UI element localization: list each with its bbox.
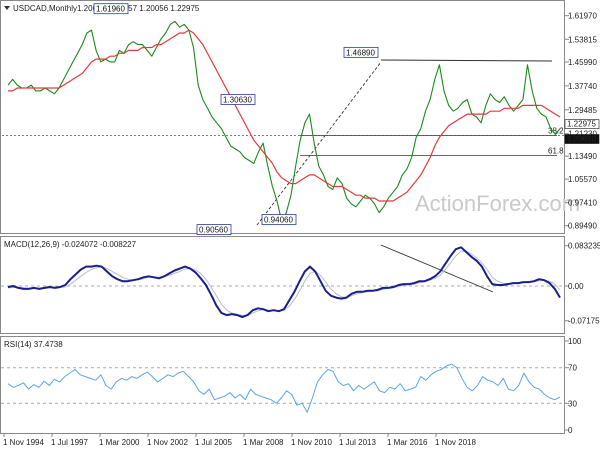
x-tick-label: 1 Jul 2013 [339,438,376,447]
price-high-line [380,59,553,62]
rsi-y-tick-label: 70 [568,364,577,373]
price-callout-box [196,224,232,235]
price-y-tick-label: 0.97410 [568,199,597,208]
price-y-tick-label: 1.61970 [568,12,597,21]
rsi-y-tick-label: 30 [568,399,577,408]
x-tick-label: 1 Mar 2016 [387,438,428,447]
price-callout-box [93,3,129,15]
x-tick-label: 1 Jul 1997 [51,438,88,447]
price-y-tick-label: 1.05570 [568,175,597,184]
price-callout-box [261,214,297,225]
x-tick-label: 1 Jul 2005 [195,438,232,447]
price-callout-label: 1.46890 [346,48,375,57]
price-callout-label: 0.90560 [199,226,228,235]
watermark: ActionForex.com [415,191,580,216]
price-y-tick-label: 1.37740 [568,82,597,91]
price-ohlc: 1.20622 1.24857 1.20056 1.22975 [77,4,200,13]
macd-y-tick-label: 0.00 [568,282,584,291]
rsi-title: RSI(14) 37.4738 [4,340,63,349]
price-trendline-dashed [256,61,382,226]
x-tick-label: 1 Mar 2000 [99,438,140,447]
axis-price-tag-label: 1.20610 [567,135,596,144]
macd-trendline [380,244,494,293]
price-y-tick-label: 1.13490 [568,152,597,161]
price-callout-box [343,46,379,58]
axis-price-tag-label: 1.22975 [567,120,596,129]
fib-label: 38.2 [548,127,564,136]
axis-price-tag [564,119,600,129]
price-moving-average [8,29,561,202]
price-y-tick-label: 1.45990 [568,58,597,67]
price-y-tick-label: 0.89490 [568,222,597,231]
macd-y-tick-label: -0.071752 [568,317,600,326]
price-callout-label: 1.30630 [223,95,252,104]
fib-label: 61.8 [548,146,564,155]
x-tick-label: 1 Nov 1994 [3,438,44,447]
x-tick-label: 1 Nov 2018 [435,438,476,447]
price-y-tick-label: 1.53815 [568,35,597,44]
rsi-y-tick-label: 0 [568,426,573,435]
price-callout-label: 0.94060 [264,215,293,224]
x-tick-label: 1 Mar 2008 [243,438,284,447]
axis-price-tag [564,134,600,144]
macd-title: MACD(12,26,9) -0.024072 -0.008227 [4,240,137,249]
dropdown-arrow-icon[interactable] [4,6,10,10]
macd-y-tick-label: 0.083235 [568,242,600,251]
rsi-y-tick-label: 100 [568,337,582,346]
price-callout-label: 1.61960 [96,5,125,14]
rsi-line [7,363,561,413]
x-tick-label: 1 Nov 2010 [291,438,332,447]
macd-line [7,246,561,318]
price-y-tick-label: 1.29485 [568,106,597,115]
price-callout-box [220,94,256,105]
price-panel-frame [0,0,565,234]
rsi-panel-frame [0,336,565,434]
price-title: USDCAD,Monthly [13,4,77,13]
x-tick-label: 1 Nov 2002 [147,438,188,447]
macd-panel-frame [0,236,565,334]
